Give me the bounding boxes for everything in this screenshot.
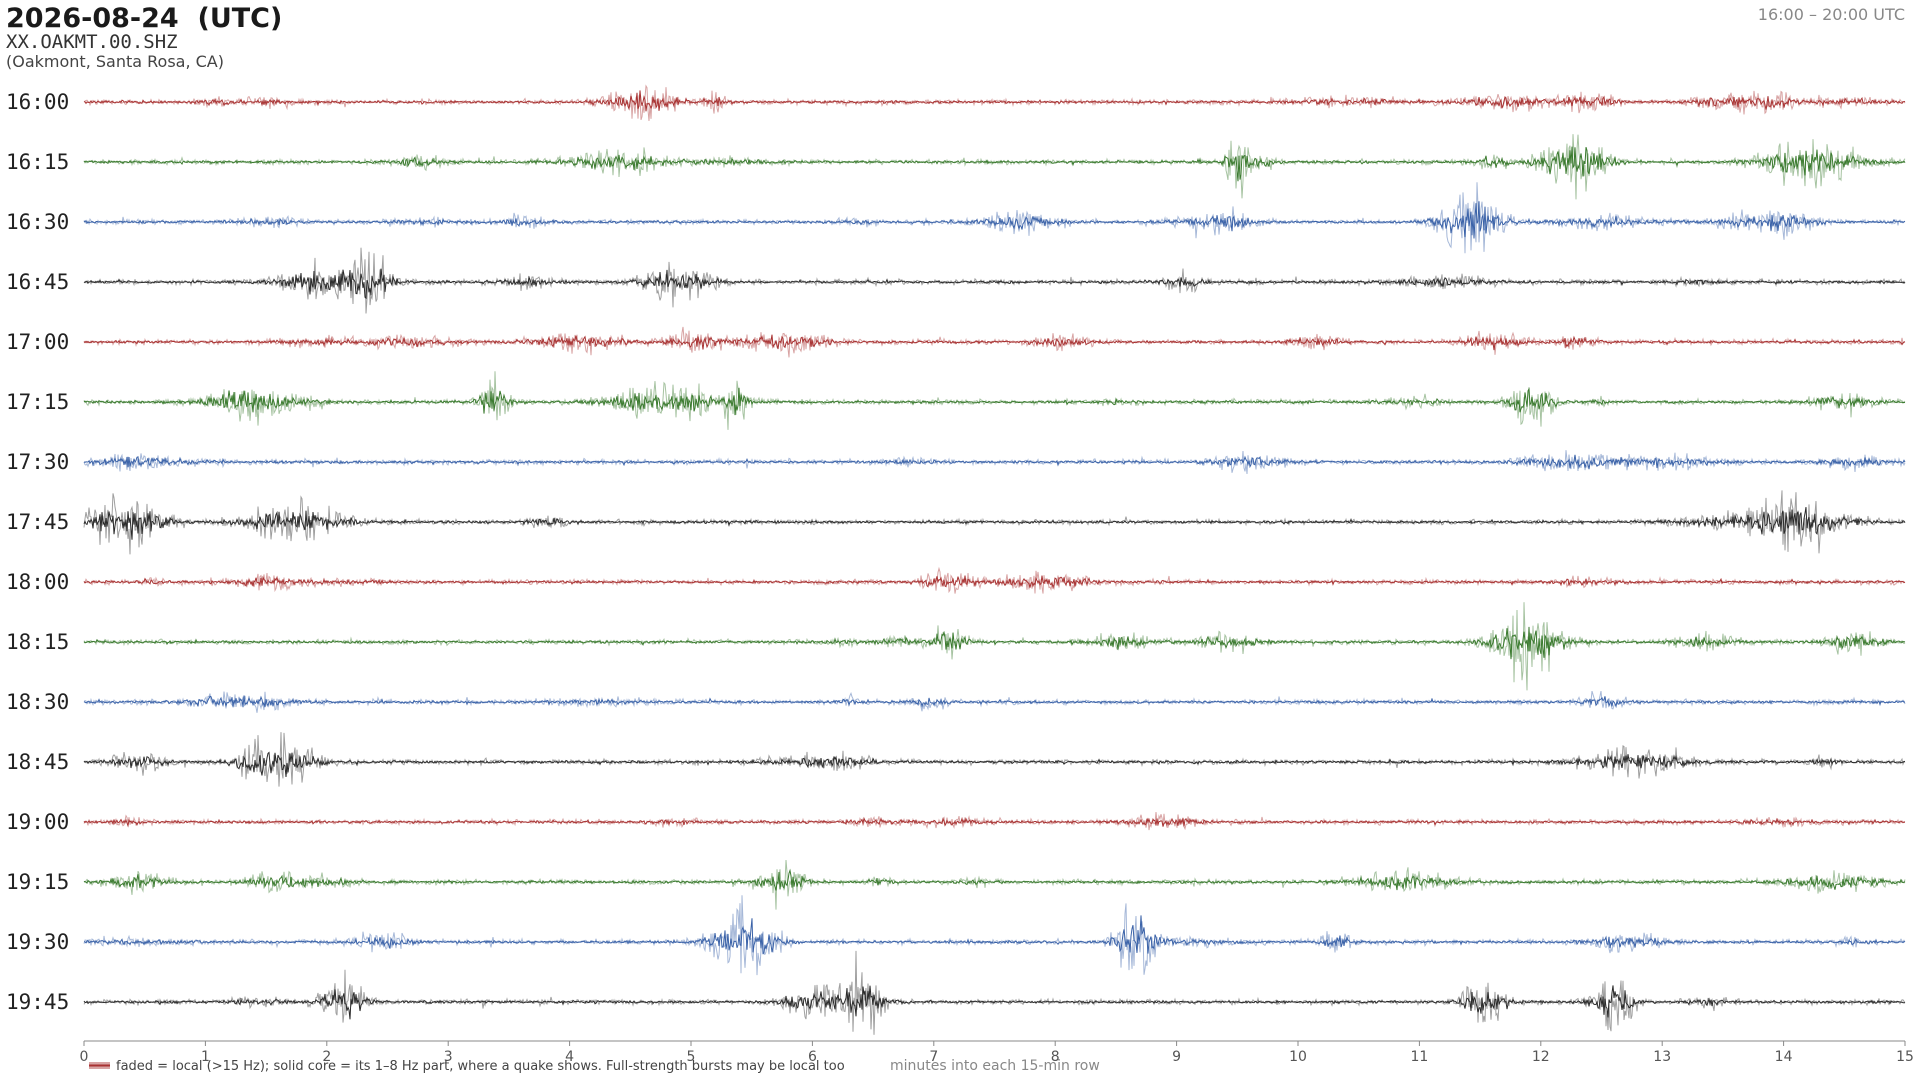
trace-local	[83, 690, 1906, 713]
row-label: 19:45	[6, 990, 69, 1014]
trace-core	[83, 387, 1906, 416]
x-tick-label: 6	[808, 1049, 817, 1065]
x-tick-label: 3	[444, 1049, 453, 1065]
trace-core	[83, 626, 1906, 660]
x-tick-label: 14	[1775, 1049, 1793, 1065]
row-label: 18:00	[6, 570, 69, 594]
trace-local	[83, 182, 1906, 254]
x-tick-label: 12	[1532, 1049, 1550, 1065]
legend-text: faded = local (>15 Hz); solid core = its…	[116, 1059, 845, 1074]
x-tick-label: 13	[1653, 1049, 1671, 1065]
trace-local	[83, 859, 1906, 910]
trace-local	[83, 134, 1906, 200]
trace-core	[83, 816, 1906, 828]
x-tick-label: 8	[1051, 1049, 1060, 1065]
row-label: 16:15	[6, 150, 69, 174]
row-label: 16:30	[6, 210, 69, 234]
rows: 16:00 16:15 16:30 16:45 17:00 17:15 17:30 17:45…	[6, 84, 1906, 1035]
trace-local	[83, 811, 1906, 831]
trace-core	[83, 201, 1906, 239]
row-label: 18:30	[6, 690, 69, 714]
row-label: 17:00	[6, 330, 69, 354]
trace-local	[83, 602, 1906, 691]
station: XX.OAKMT.00.SHZ	[6, 31, 178, 53]
location: (Oakmont, Santa Rosa, CA)	[6, 52, 224, 71]
row-label: 17:30	[6, 450, 69, 474]
trace-core	[83, 268, 1906, 300]
x-tick-label: 11	[1410, 1049, 1428, 1065]
row-label: 18:45	[6, 750, 69, 774]
trace-core	[83, 454, 1906, 470]
trace-core	[83, 507, 1906, 540]
trace-core	[83, 146, 1906, 182]
trace-core	[83, 915, 1906, 955]
x-tick-label: 2	[322, 1049, 331, 1065]
x-tick-label: 10	[1289, 1049, 1307, 1065]
trace-local	[83, 566, 1906, 594]
trace-core	[83, 334, 1906, 351]
trace-local	[83, 950, 1906, 1035]
row-label: 19:00	[6, 810, 69, 834]
x-tick-label: 15	[1896, 1049, 1914, 1065]
row-label: 17:45	[6, 510, 69, 534]
trace-core	[83, 695, 1906, 709]
trace-core	[83, 90, 1906, 112]
x-axis: 0 1 2 3 4 5 6 7 8 9 10 11 12 13 14 15	[80, 1040, 1914, 1065]
trace-core	[83, 751, 1906, 778]
x-tick-label: 0	[80, 1049, 89, 1065]
row-label: 17:15	[6, 390, 69, 414]
x-axis-label: minutes into each 15-min row	[890, 1058, 1100, 1074]
x-tick-label: 9	[1172, 1049, 1181, 1065]
row-label: 19:15	[6, 870, 69, 894]
row-label: 16:45	[6, 270, 69, 294]
row-label: 19:30	[6, 930, 69, 954]
x-tick-label: 1	[201, 1049, 210, 1065]
time-range: 16:00 – 20:00 UTC	[1758, 5, 1905, 24]
trace-core	[83, 575, 1906, 590]
trace-core	[83, 985, 1905, 1020]
trace-local	[83, 895, 1906, 976]
trace-local	[83, 84, 1906, 121]
row-label: 18:15	[6, 630, 69, 654]
x-tick-label: 4	[565, 1049, 574, 1065]
x-tick-label: 7	[929, 1049, 938, 1065]
row-label: 16:00	[6, 90, 69, 114]
title: 2026-08-24 (UTC)	[6, 3, 282, 34]
trace-local	[83, 371, 1906, 430]
trace-core	[83, 868, 1906, 891]
x-tick-label: 5	[687, 1049, 696, 1065]
